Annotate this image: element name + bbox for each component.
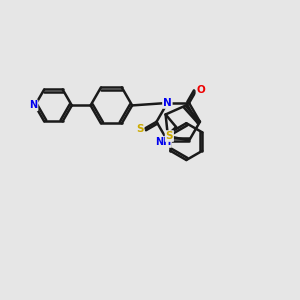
Text: S: S (166, 131, 173, 141)
Text: N: N (163, 98, 172, 108)
Text: NH: NH (155, 137, 171, 147)
Text: O: O (196, 85, 205, 95)
Text: S: S (136, 124, 144, 134)
Text: N: N (29, 100, 38, 110)
